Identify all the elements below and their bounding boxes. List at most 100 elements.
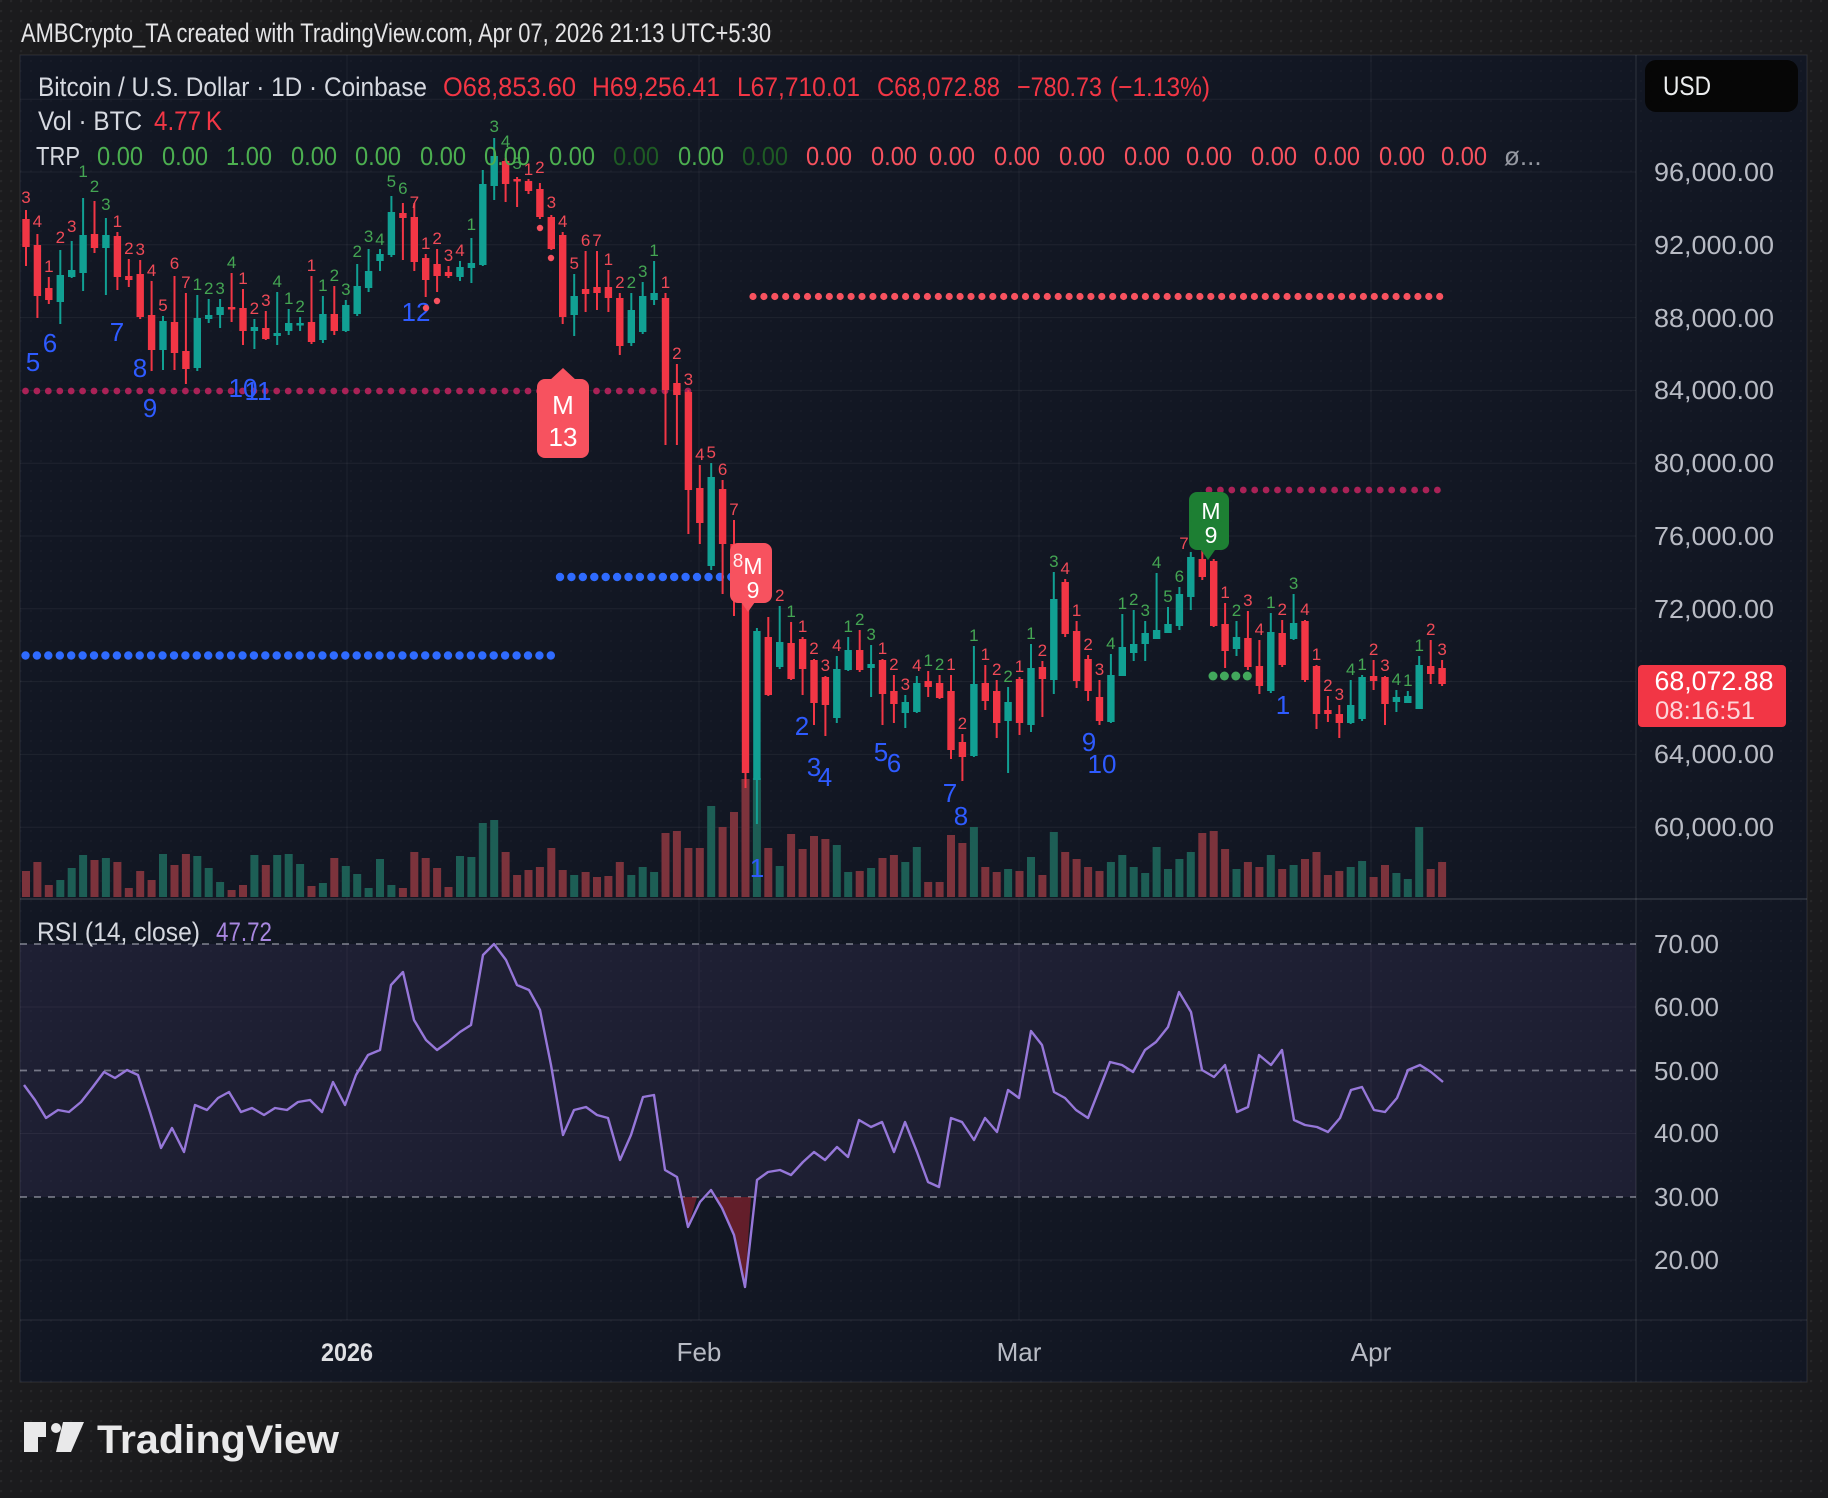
svg-text:0.00: 0.00 (678, 141, 724, 171)
svg-text:6: 6 (398, 179, 407, 198)
svg-text:4: 4 (695, 445, 704, 464)
svg-text:1: 1 (1015, 657, 1024, 676)
svg-text:3: 3 (638, 262, 647, 281)
svg-text:3: 3 (261, 291, 270, 310)
svg-text:7: 7 (410, 193, 419, 212)
svg-text:76,000.00: 76,000.00 (1654, 521, 1774, 551)
svg-text:9: 9 (747, 577, 760, 603)
svg-text:1: 1 (946, 655, 955, 674)
svg-text:8: 8 (133, 353, 147, 383)
svg-text:2: 2 (809, 639, 818, 658)
svg-text:1: 1 (44, 257, 53, 276)
svg-text:1: 1 (467, 215, 476, 234)
svg-text:50.00: 50.00 (1654, 1056, 1719, 1086)
svg-text:3: 3 (364, 227, 373, 246)
svg-text:2: 2 (56, 228, 65, 247)
svg-text:1: 1 (193, 275, 202, 294)
svg-text:0.00: 0.00 (742, 141, 788, 171)
svg-text:Feb: Feb (677, 1337, 722, 1367)
svg-text:2: 2 (775, 586, 784, 605)
svg-text:3: 3 (1095, 660, 1104, 679)
svg-text:1: 1 (786, 602, 795, 621)
svg-text:2: 2 (250, 299, 259, 318)
svg-text:5: 5 (26, 347, 40, 377)
svg-text:0.00: 0.00 (1441, 141, 1487, 171)
svg-text:60,000.00: 60,000.00 (1654, 812, 1774, 842)
svg-text:4: 4 (1300, 600, 1309, 619)
svg-text:1: 1 (78, 162, 87, 181)
svg-text:0.00: 0.00 (1186, 141, 1232, 171)
svg-text:6: 6 (43, 328, 57, 358)
svg-text:4: 4 (1392, 670, 1401, 689)
svg-text:2: 2 (855, 610, 864, 629)
svg-text:11: 11 (245, 376, 272, 406)
svg-text:08:16:51: 08:16:51 (1655, 697, 1755, 725)
svg-text:M: M (552, 390, 574, 420)
svg-text:2: 2 (1369, 640, 1378, 659)
svg-text:Mar: Mar (997, 1337, 1042, 1367)
svg-text:6: 6 (170, 254, 179, 273)
svg-text:1: 1 (843, 617, 852, 636)
svg-text:7: 7 (1179, 534, 1188, 553)
svg-text:2: 2 (1232, 601, 1241, 620)
svg-text:4: 4 (912, 656, 921, 675)
svg-text:L67,710.01: L67,710.01 (737, 72, 860, 102)
svg-text:7: 7 (729, 500, 738, 519)
svg-text:0.00: 0.00 (1251, 141, 1297, 171)
svg-text:2: 2 (615, 273, 624, 292)
svg-text:1: 1 (1118, 594, 1127, 613)
svg-text:TRP: TRP (36, 141, 80, 171)
svg-text:1: 1 (604, 250, 613, 269)
svg-text:47.72: 47.72 (216, 917, 272, 947)
svg-text:70.00: 70.00 (1654, 929, 1719, 959)
svg-text:1: 1 (981, 645, 990, 664)
svg-text:4: 4 (1106, 634, 1115, 653)
svg-text:8: 8 (733, 551, 744, 572)
svg-text:3: 3 (21, 188, 30, 207)
svg-text:0.00: 0.00 (162, 141, 208, 171)
svg-text:0.00: 0.00 (613, 141, 659, 171)
svg-text:3: 3 (215, 279, 224, 298)
svg-text:9: 9 (1082, 727, 1096, 757)
svg-text:0.00: 0.00 (1124, 141, 1170, 171)
svg-text:3: 3 (101, 195, 110, 214)
svg-text:2: 2 (958, 714, 967, 733)
svg-text:3: 3 (901, 675, 910, 694)
svg-text:3: 3 (821, 656, 830, 675)
svg-text:0.00: 0.00 (355, 141, 401, 171)
svg-text:1: 1 (421, 234, 430, 253)
svg-text:1: 1 (1266, 593, 1275, 612)
svg-text:2: 2 (992, 660, 1001, 679)
svg-text:1: 1 (1403, 671, 1412, 690)
svg-text:1: 1 (969, 626, 978, 645)
svg-text:0.00: 0.00 (1379, 141, 1425, 171)
svg-text:2: 2 (1003, 667, 1012, 686)
svg-text:H69,256.41: H69,256.41 (592, 72, 720, 102)
svg-text:64,000.00: 64,000.00 (1654, 739, 1774, 769)
svg-text:2: 2 (1323, 676, 1332, 695)
svg-text:5: 5 (706, 443, 715, 462)
svg-text:5: 5 (158, 296, 167, 315)
svg-text:1: 1 (750, 853, 764, 883)
svg-text:84,000.00: 84,000.00 (1654, 375, 1774, 405)
svg-text:80,000.00: 80,000.00 (1654, 448, 1774, 478)
svg-text:1: 1 (1276, 690, 1290, 720)
svg-text:2: 2 (672, 344, 681, 363)
svg-text:88,000.00: 88,000.00 (1654, 303, 1774, 333)
svg-text:40.00: 40.00 (1654, 1118, 1719, 1148)
svg-text:1: 1 (1357, 655, 1366, 674)
svg-text:2026: 2026 (321, 1339, 373, 1367)
svg-text:4: 4 (558, 212, 567, 231)
svg-text:3: 3 (547, 193, 556, 212)
svg-text:3: 3 (341, 280, 350, 299)
svg-text:92,000.00: 92,000.00 (1654, 230, 1774, 260)
svg-text:3: 3 (1437, 640, 1446, 659)
svg-text:1: 1 (113, 212, 122, 231)
svg-text:0.00: 0.00 (994, 141, 1040, 171)
svg-text:4: 4 (455, 241, 464, 260)
svg-text:4: 4 (375, 230, 384, 249)
svg-text:1: 1 (238, 269, 247, 288)
svg-text:3: 3 (807, 752, 821, 782)
svg-text:M: M (1201, 498, 1220, 524)
svg-text:2: 2 (1129, 590, 1138, 609)
